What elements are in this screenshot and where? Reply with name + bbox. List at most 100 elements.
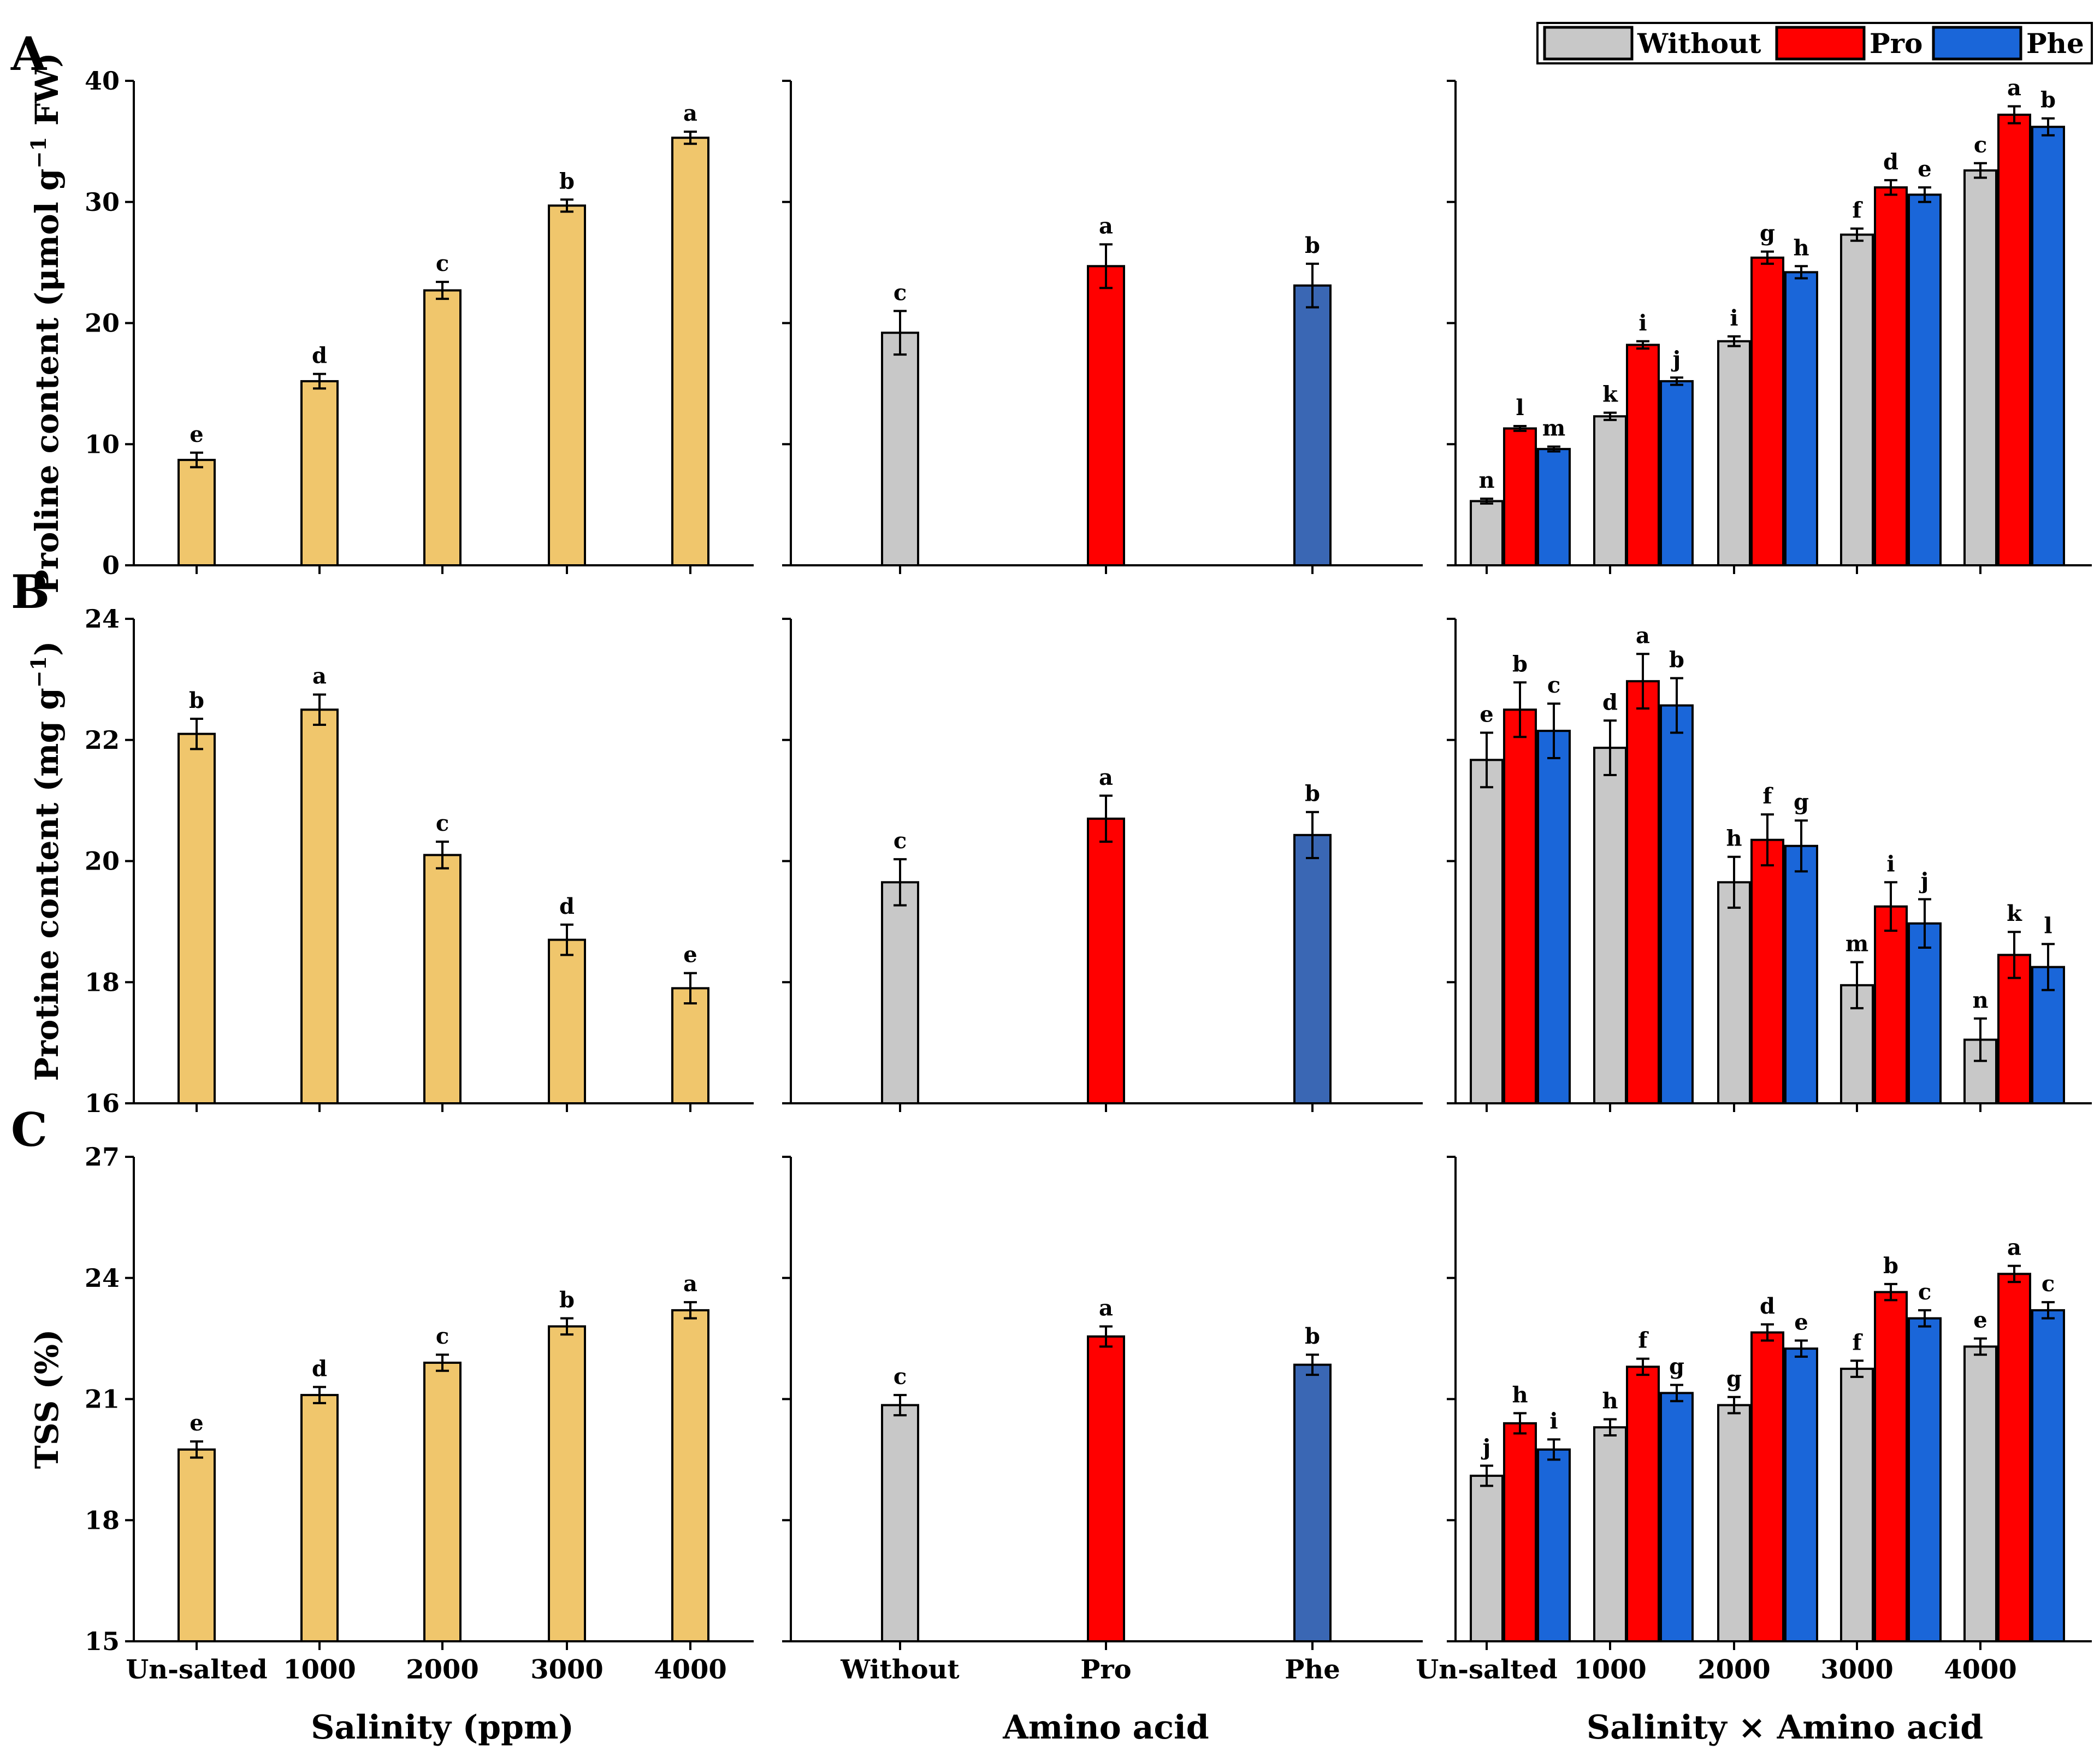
bar-interaction-pro-0	[1503, 1422, 1537, 1643]
y-axis-title-main: TSS (%)	[28, 1329, 66, 1469]
y-tick-label: 18	[85, 967, 120, 997]
bar-interaction-without-0	[1470, 759, 1504, 1104]
x-tick-label-amino: Phe	[1285, 1654, 1340, 1685]
bar-amino-phe	[1293, 1363, 1332, 1643]
bar-interaction-without-3-significance-letter: f	[1852, 1329, 1863, 1355]
bar-interaction-pro-3-significance-letter: d	[1883, 149, 1898, 175]
bar-interaction-pro-1-significance-letter: i	[1638, 310, 1647, 336]
bar-interaction-without-4-significance-letter: e	[1973, 1308, 1987, 1333]
bar-salinity-0-significance-letter: e	[190, 422, 203, 447]
y-tick-label: 30	[85, 187, 120, 217]
y-tick-label: 21	[85, 1385, 120, 1414]
y-tick-label: 24	[85, 1263, 120, 1293]
y-tick-label: 27	[85, 1142, 120, 1172]
bar-interaction-phe-2-significance-letter: g	[1794, 789, 1809, 815]
bar-interaction-pro-2	[1750, 1331, 1784, 1643]
y-tick-label: 40	[85, 66, 120, 96]
x-tick-label-salinity: 2000	[406, 1654, 479, 1685]
bar-interaction-phe-2-significance-letter: e	[1794, 1309, 1808, 1335]
y-axis-title-main: Protine content (mg g	[28, 688, 66, 1081]
bar-interaction-pro-1	[1626, 344, 1660, 566]
bar-interaction-phe-0-significance-letter: c	[1547, 672, 1560, 698]
legend-label-phe: Phe	[2026, 27, 2084, 60]
bar-amino-pro-significance-letter: a	[1099, 1295, 1113, 1321]
bar-interaction-phe-3-significance-letter: j	[1919, 868, 1929, 894]
bar-interaction-pro-3	[1874, 186, 1908, 566]
bar-interaction-without-2-significance-letter: i	[1730, 305, 1738, 331]
bar-interaction-without-2	[1717, 340, 1751, 566]
y-axis-title: TSS (%)	[28, 1329, 66, 1469]
bar-interaction-pro-2-significance-letter: d	[1760, 1293, 1775, 1319]
bar-amino-without-significance-letter: c	[894, 1364, 907, 1390]
bar-interaction-phe-1-significance-letter: g	[1669, 1354, 1684, 1380]
y-axis-title: Proline content (μmol g−1 FW)	[26, 52, 66, 593]
bar-salinity-0	[178, 459, 216, 567]
bar-interaction-pro-4-significance-letter: a	[2007, 75, 2021, 101]
y-axis-title-superscript: −1	[26, 137, 51, 168]
bar-amino-phe-significance-letter: b	[1305, 781, 1320, 807]
bar-salinity-4-significance-letter: e	[683, 942, 697, 968]
bar-amino-pro	[1087, 265, 1125, 566]
bar-salinity-4	[671, 137, 709, 567]
legend-label-pro: Pro	[1870, 27, 1922, 60]
bar-interaction-pro-3-significance-letter: i	[1886, 851, 1895, 877]
bar-interaction-pro-0	[1503, 708, 1537, 1104]
bar-interaction-pro-0-significance-letter: b	[1512, 651, 1528, 677]
bar-interaction-phe-2	[1784, 1347, 1818, 1643]
bar-salinity-1-significance-letter: d	[312, 1356, 327, 1381]
legend-swatch-phe	[1932, 26, 2022, 61]
bar-salinity-0	[178, 1448, 216, 1642]
bar-interaction-pro-0-significance-letter: l	[1516, 395, 1524, 421]
y-axis-title-main: Proline content (μmol g	[28, 169, 66, 594]
bar-salinity-4-significance-letter: a	[683, 1271, 697, 1297]
bar-interaction-without-1	[1593, 747, 1627, 1104]
bar-interaction-without-1	[1593, 1426, 1627, 1643]
bar-interaction-phe-3	[1908, 1317, 1942, 1643]
bar-salinity-1-significance-letter: a	[312, 664, 327, 689]
bar-interaction-without-1	[1593, 415, 1627, 566]
legend-swatch-without	[1543, 26, 1634, 61]
bar-amino-phe	[1293, 284, 1332, 566]
bar-interaction-without-3-significance-letter: f	[1852, 198, 1863, 223]
bar-amino-without	[881, 1404, 919, 1642]
bar-interaction-phe-1-significance-letter: j	[1671, 346, 1681, 372]
bar-salinity-1	[300, 1394, 339, 1643]
bar-interaction-without-4-significance-letter: n	[1972, 988, 1988, 1013]
bar-amino-without-significance-letter: c	[894, 828, 907, 854]
bar-salinity-3-significance-letter: b	[559, 1287, 575, 1313]
bar-interaction-without-4	[1963, 169, 1997, 567]
bar-interaction-phe-2	[1784, 271, 1818, 566]
bar-interaction-phe-0	[1537, 730, 1571, 1104]
bar-interaction-phe-1	[1660, 704, 1694, 1104]
bar-interaction-phe-3	[1908, 193, 1942, 566]
bar-salinity-2	[423, 854, 462, 1104]
y-tick-label: 0	[102, 551, 120, 580]
y-axis-title-tail: )	[28, 641, 66, 656]
bar-interaction-without-0-significance-letter: n	[1478, 468, 1494, 493]
y-tick-label: 24	[85, 604, 120, 634]
bar-salinity-2-significance-letter: c	[436, 811, 449, 836]
bar-salinity-3-significance-letter: d	[559, 894, 575, 919]
bar-amino-pro-significance-letter: a	[1099, 213, 1113, 239]
bar-interaction-pro-4	[1997, 1273, 2031, 1643]
bar-interaction-pro-4-significance-letter: k	[2007, 901, 2022, 926]
bar-amino-pro	[1087, 1335, 1125, 1643]
bar-interaction-phe-0	[1537, 448, 1571, 566]
bar-interaction-pro-2	[1750, 256, 1784, 566]
bar-amino-without-significance-letter: c	[894, 280, 907, 305]
x-tick-label-amino: Without	[840, 1654, 959, 1685]
bar-salinity-3	[548, 204, 586, 566]
y-tick-label: 18	[85, 1505, 120, 1535]
bar-amino-phe-significance-letter: b	[1305, 1323, 1320, 1349]
bar-interaction-phe-0-significance-letter: i	[1549, 1408, 1558, 1434]
bar-salinity-2	[423, 289, 462, 566]
x-tick-label-interaction: 4000	[1944, 1654, 2017, 1685]
y-tick-label: 10	[85, 429, 120, 459]
y-axis-title-tail: FW)	[28, 52, 66, 137]
bar-interaction-phe-3-significance-letter: e	[1918, 156, 1931, 182]
bar-interaction-pro-2-significance-letter: g	[1760, 221, 1775, 246]
bar-interaction-phe-4-significance-letter: l	[2044, 913, 2052, 938]
